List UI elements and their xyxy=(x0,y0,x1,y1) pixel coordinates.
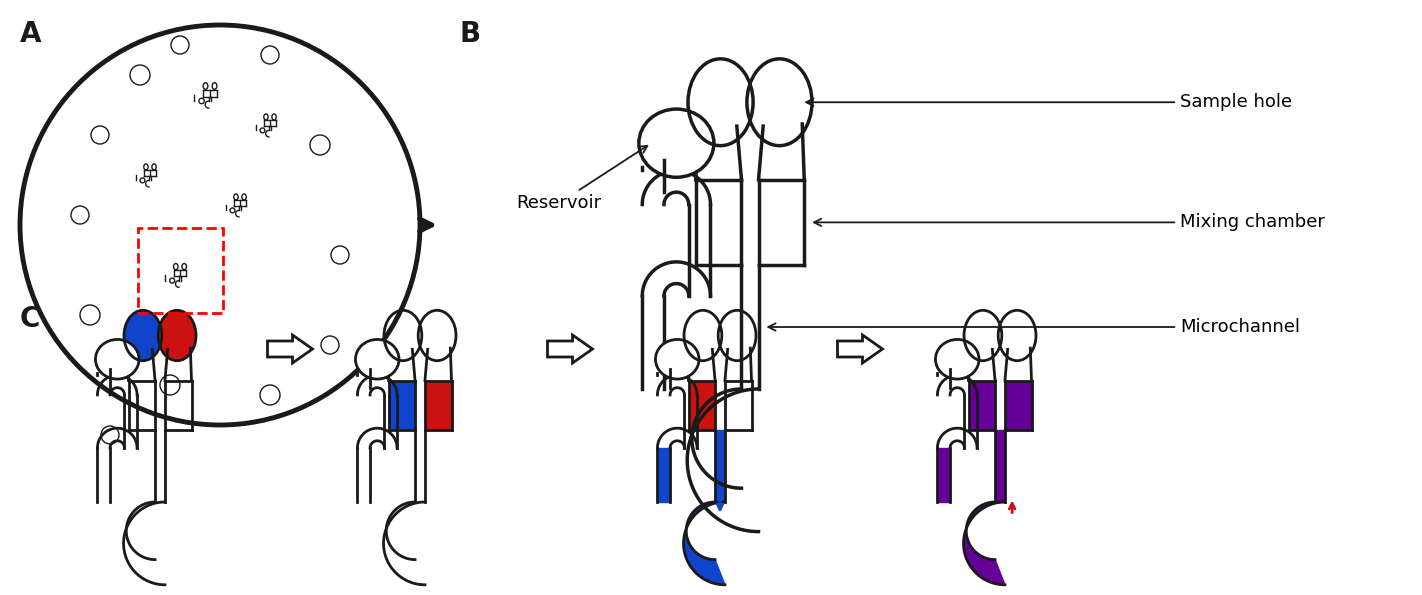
Polygon shape xyxy=(425,380,452,430)
Ellipse shape xyxy=(356,340,400,379)
Ellipse shape xyxy=(656,340,700,379)
Ellipse shape xyxy=(124,311,162,361)
Text: Mixing chamber: Mixing chamber xyxy=(813,214,1325,231)
Ellipse shape xyxy=(936,340,978,379)
Polygon shape xyxy=(995,430,1005,502)
Polygon shape xyxy=(715,430,725,502)
Polygon shape xyxy=(937,448,950,502)
Text: C: C xyxy=(20,305,40,333)
Text: Microchannel: Microchannel xyxy=(768,318,1300,336)
Polygon shape xyxy=(684,502,725,585)
Polygon shape xyxy=(688,380,715,430)
Polygon shape xyxy=(964,502,1005,585)
FancyArrow shape xyxy=(838,335,883,363)
Text: A: A xyxy=(20,20,41,48)
Polygon shape xyxy=(657,448,670,502)
Ellipse shape xyxy=(95,340,139,379)
Polygon shape xyxy=(388,380,415,430)
Text: B: B xyxy=(459,20,481,48)
Polygon shape xyxy=(968,380,995,430)
Bar xyxy=(138,228,222,313)
Ellipse shape xyxy=(638,109,714,177)
Ellipse shape xyxy=(158,311,196,361)
FancyArrow shape xyxy=(267,335,313,363)
FancyArrow shape xyxy=(547,335,593,363)
Polygon shape xyxy=(1005,380,1031,430)
Text: Sample hole: Sample hole xyxy=(806,93,1293,111)
Text: Reservoir: Reservoir xyxy=(516,146,647,212)
